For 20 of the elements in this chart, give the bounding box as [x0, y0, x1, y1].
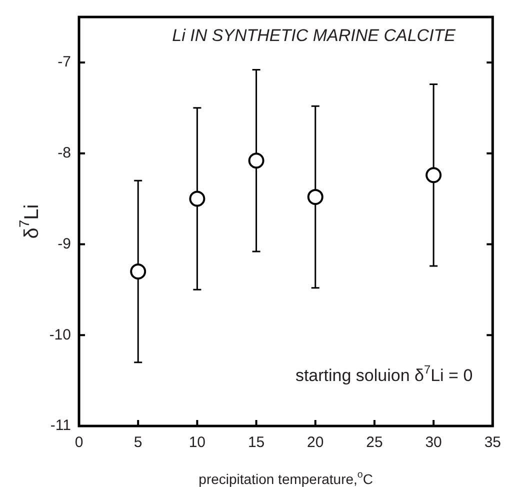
point [307, 188, 324, 205]
text: Li IN SYNTHETIC MARINE CALCITE [172, 26, 456, 45]
point [130, 263, 146, 280]
x-tick-label: 30 [425, 434, 442, 452]
y-axis-title: δ7Li [16, 204, 43, 239]
x-tick-label: 15 [248, 434, 265, 452]
y-tick-label: -9 [58, 235, 71, 252]
x-tick-label: 35 [484, 434, 501, 452]
y-tick-label: -8 [58, 144, 71, 162]
y-tick-label: -11 [50, 417, 71, 434]
y-tick-label: -10 [49, 326, 71, 344]
y-tick-label: -7 [58, 54, 71, 71]
x-tick-label: 0 [74, 434, 84, 452]
point [189, 190, 206, 207]
x-tick-label: 5 [134, 434, 142, 452]
x-tick-label: 20 [307, 434, 324, 452]
x-tick-label: 10 [188, 434, 206, 452]
x-tick-label: 25 [366, 434, 383, 452]
point [248, 152, 264, 169]
point [426, 167, 442, 184]
